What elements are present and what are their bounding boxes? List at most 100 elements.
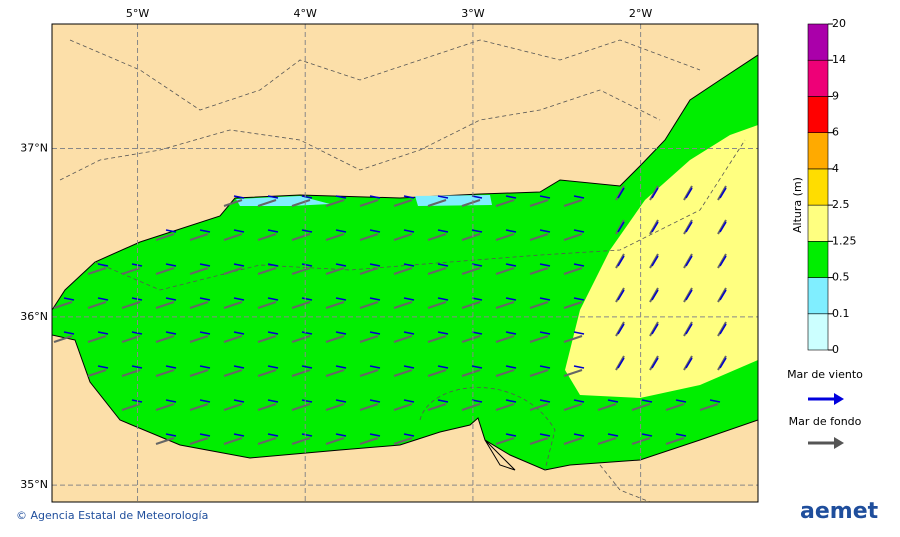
legend-swell: Mar de fondo: [789, 415, 862, 428]
swell-arrow: [325, 403, 345, 411]
wind-arrow: [539, 229, 551, 233]
swell-arrow: [223, 437, 243, 445]
wind-arrow: [403, 263, 415, 267]
wind-arrow: [573, 399, 585, 403]
wind-arrow: [651, 289, 659, 301]
wind-arrow: [539, 433, 551, 437]
swell-arrow: [325, 335, 345, 343]
legend-wind-sea: Mar de viento: [787, 368, 863, 381]
wind-arrow: [199, 331, 211, 335]
wind-arrow: [617, 255, 625, 267]
swell-arrow: [359, 403, 379, 411]
swell-arrow: [189, 369, 209, 377]
wind-arrow: [267, 229, 279, 233]
swell-arrow: [717, 185, 727, 201]
colorbar-tick-label: 2.5: [832, 198, 850, 211]
swell-arrow: [683, 253, 693, 269]
swell-arrow: [529, 267, 549, 275]
swell-arrow: [189, 267, 209, 275]
swell-arrow: [427, 403, 447, 411]
swell-arrow: [291, 267, 311, 275]
swell-arrow: [189, 437, 209, 445]
swell-arrow: [291, 403, 311, 411]
wind-arrow: [651, 187, 659, 199]
colorbar-segment: [807, 277, 829, 315]
swell-arrow: [121, 301, 141, 309]
swell-arrow: [717, 355, 727, 371]
wind-arrow: [651, 357, 659, 369]
wind-arrow: [369, 297, 381, 301]
wind-arrow: [651, 221, 659, 233]
swell-arrow: [615, 253, 625, 269]
wind-arrow: [573, 297, 585, 301]
swell-arrow: [461, 267, 481, 275]
swell-arrow: [427, 199, 447, 207]
wind-arrow: [233, 263, 245, 267]
swell-arrow: [257, 437, 277, 445]
swell-arrow: [683, 321, 693, 337]
colorbar-tick-label: 0: [832, 343, 839, 356]
wind-arrow: [505, 229, 517, 233]
swell-arrow: [563, 267, 583, 275]
swell-arrow: [155, 335, 175, 343]
swell-arrow: [461, 369, 481, 377]
swell-arrow: [257, 267, 277, 275]
wind-arrow: [471, 365, 483, 369]
wind-arrow: [403, 399, 415, 403]
wind-arrow: [573, 263, 585, 267]
swell-arrow: [717, 219, 727, 235]
wind-arrow: [335, 399, 347, 403]
wind-arrow: [335, 433, 347, 437]
wind-arrow: [437, 331, 449, 335]
swell-arrow: [189, 301, 209, 309]
swell-arrow: [325, 301, 345, 309]
wind-arrow: [301, 331, 313, 335]
wind-arrow: [335, 297, 347, 301]
wind-arrow: [233, 399, 245, 403]
swell-arrow: [257, 233, 277, 241]
swell-arrow: [291, 437, 311, 445]
swell-arrow: [427, 267, 447, 275]
wind-arrow: [617, 323, 625, 335]
arrows: [53, 185, 727, 445]
swell-arrow: [495, 335, 515, 343]
legend-wind-sea-arrow: [808, 393, 844, 405]
colorbar-segment: [807, 168, 829, 206]
swell-arrow: [597, 403, 617, 411]
swell-arrow: [665, 403, 685, 411]
swell-arrow: [665, 437, 685, 445]
swell-arrow: [359, 335, 379, 343]
wind-arrow: [617, 289, 625, 301]
wind-arrow: [539, 331, 551, 335]
wind-arrow: [199, 365, 211, 369]
swell-arrow: [325, 267, 345, 275]
wind-arrow: [719, 323, 727, 335]
swell-arrow: [223, 369, 243, 377]
wind-arrow: [675, 433, 687, 437]
colorbar-segment: [807, 96, 829, 133]
wind-arrow: [301, 229, 313, 233]
swell-arrow: [461, 199, 481, 207]
wind-arrow: [617, 187, 625, 199]
swell-arrow: [257, 335, 277, 343]
wind-arrow: [233, 229, 245, 233]
wind-arrow: [131, 331, 143, 335]
wind-arrow: [573, 229, 585, 233]
wind-arrow: [437, 365, 449, 369]
swell-arrow: [495, 267, 515, 275]
wind-arrow: [539, 365, 551, 369]
colorbar-tick-label: 0.1: [832, 307, 850, 320]
colorbar-segment: [807, 241, 829, 278]
x-tick-label: 5°W: [126, 7, 149, 20]
wind-arrow: [233, 297, 245, 301]
y-tick-label: 35°N: [20, 478, 48, 491]
wind-arrow: [505, 263, 517, 267]
swell-arrow: [291, 233, 311, 241]
map: [52, 24, 758, 502]
swell-arrow: [87, 335, 107, 343]
swell-arrow: [257, 199, 277, 207]
colorbar-tick-label: 6: [832, 126, 839, 139]
swell-arrow: [359, 301, 379, 309]
wind-arrow: [301, 433, 313, 437]
wind-arrow: [719, 289, 727, 301]
